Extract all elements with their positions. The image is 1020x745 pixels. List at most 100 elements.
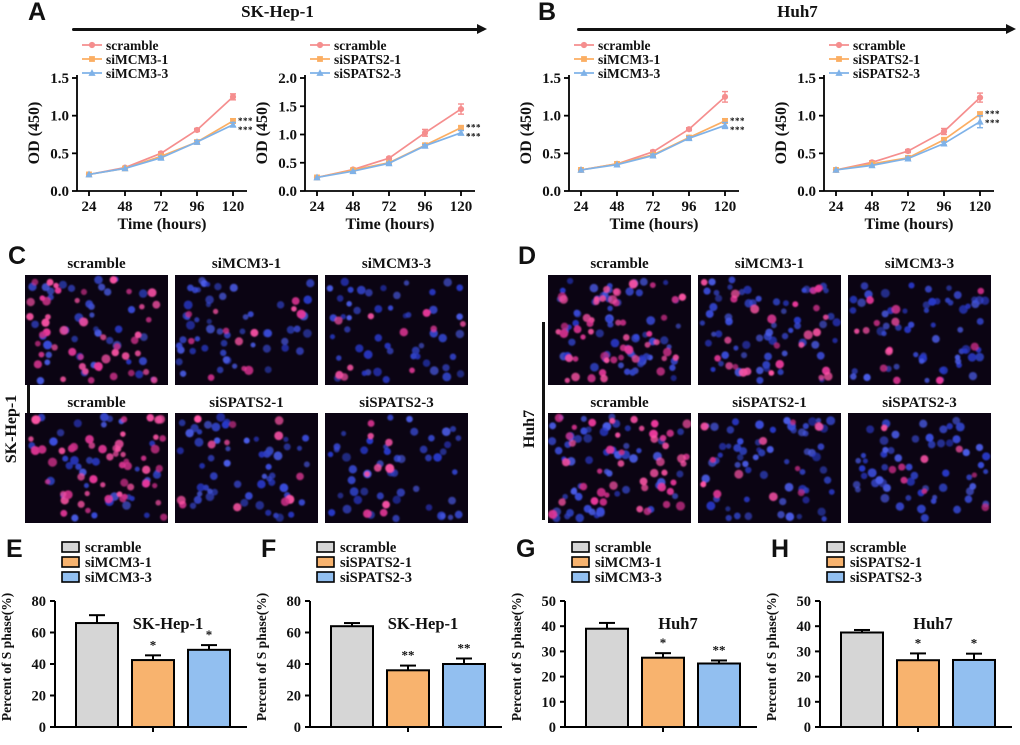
svg-text:10: 10 (542, 695, 557, 711)
svg-text:Time (hours): Time (hours) (117, 216, 206, 233)
svg-text:20: 20 (287, 689, 302, 705)
svg-text:50: 50 (542, 594, 557, 610)
svg-text:*: * (971, 636, 978, 651)
svg-text:50: 50 (797, 594, 812, 610)
svg-text:***: *** (466, 132, 481, 142)
panel-b-span-line (577, 24, 1016, 34)
svg-text:40: 40 (542, 619, 557, 635)
svg-text:20: 20 (797, 670, 812, 686)
line-chart-skhep1-sispats2: 0.0 0.5 1.0 1.5 2.0 24 48 72 96 120 Time (hours) OD… (254, 38, 481, 233)
image-label: siMCM3-3 (361, 256, 432, 272)
svg-text:scramble: scramble (85, 540, 142, 556)
svg-text:24: 24 (82, 199, 98, 215)
svg-text:24: 24 (829, 199, 845, 215)
svg-text:72: 72 (382, 199, 397, 215)
svg-text:0.0: 0.0 (50, 184, 69, 200)
svg-text:120: 120 (222, 199, 245, 215)
arrow-head-icon (1006, 24, 1016, 34)
image-label: siMCM3-1 (211, 256, 282, 272)
svg-text:OD (450): OD (450) (518, 102, 535, 165)
svg-text:120: 120 (969, 199, 992, 215)
panel-letter-a: A (28, 0, 47, 26)
svg-text:Huh7: Huh7 (658, 614, 697, 633)
svg-text:1.5: 1.5 (797, 71, 816, 87)
svg-text:0.5: 0.5 (50, 146, 69, 162)
svg-text:Huh7: Huh7 (913, 614, 952, 633)
bar-chart-skhep1-simcm3: 0 20 40 60 80 scramble * siMCM3-1 * siMCM3-3 SK-He… (0, 540, 247, 736)
svg-text:**: ** (402, 648, 415, 663)
svg-text:60: 60 (32, 626, 47, 642)
svg-text:siMCM3-1: siMCM3-1 (106, 52, 168, 67)
fluorescence-image (548, 275, 691, 385)
svg-text:siMCM3-3: siMCM3-3 (598, 66, 660, 81)
svg-text:Time (hours): Time (hours) (864, 216, 953, 233)
line-chart-skhep1-simcm3: 0.0 0.5 1.0 1.5 24 48 72 96 120 Time (hours) OD (4… (26, 38, 253, 233)
svg-text:Percent of S phase(%): Percent of S phase(%) (765, 593, 779, 721)
svg-text:120: 120 (450, 199, 473, 215)
svg-text:siMCM3-3: siMCM3-3 (85, 570, 152, 586)
image-label: siSPATS2-1 (209, 395, 284, 411)
svg-text:SK-Hep-1: SK-Hep-1 (388, 614, 459, 633)
svg-text:0.5: 0.5 (278, 156, 297, 172)
svg-text:0.0: 0.0 (797, 184, 816, 200)
panel-letter-c: C (8, 242, 27, 270)
svg-text:80: 80 (287, 594, 302, 610)
panel-d-bracket-line (542, 322, 545, 520)
fluorescence-image (175, 413, 318, 523)
panel-letter-e: E (6, 535, 23, 563)
bar-chart-huh7-sispats2: 0 10 20 30 40 50 scramble * siSPATS2-1 * siSPATS2-… (765, 540, 1012, 736)
svg-text:*: * (660, 635, 667, 650)
svg-text:***: *** (238, 116, 253, 126)
svg-text:scramble: scramble (106, 38, 158, 53)
svg-text:*: * (206, 627, 213, 642)
svg-text:48: 48 (865, 199, 880, 215)
svg-text:***: *** (730, 125, 745, 135)
svg-text:24: 24 (310, 199, 326, 215)
svg-text:*: * (150, 637, 157, 652)
svg-text:10: 10 (797, 695, 812, 711)
svg-text:40: 40 (32, 657, 47, 673)
svg-text:0.0: 0.0 (542, 184, 561, 200)
svg-text:20: 20 (542, 670, 557, 686)
image-label: siMCM3-1 (734, 256, 805, 272)
svg-text:80: 80 (32, 594, 47, 610)
svg-text:72: 72 (154, 199, 169, 215)
svg-text:0: 0 (549, 720, 556, 736)
svg-text:**: ** (713, 642, 726, 657)
svg-text:30: 30 (542, 644, 557, 660)
fluorescence-image (325, 275, 468, 385)
svg-text:48: 48 (610, 199, 625, 215)
svg-text:siSPATS2-1: siSPATS2-1 (853, 52, 920, 67)
svg-text:OD (450): OD (450) (254, 102, 271, 165)
svg-text:0: 0 (804, 720, 811, 736)
image-label: scramble (67, 395, 126, 411)
svg-text:40: 40 (287, 657, 302, 673)
svg-text:1.5: 1.5 (278, 99, 297, 115)
svg-text:scramble: scramble (598, 38, 650, 53)
svg-text:120: 120 (714, 199, 737, 215)
svg-text:1.5: 1.5 (50, 71, 69, 87)
svg-text:***: *** (730, 116, 745, 126)
panel-a-title: SK-Hep-1 (241, 2, 314, 21)
fluorescence-image (548, 413, 691, 523)
image-label: siSPATS2-3 (359, 395, 434, 411)
svg-text:96: 96 (937, 199, 953, 215)
svg-text:siSPATS2-3: siSPATS2-3 (340, 570, 412, 586)
svg-text:siMCM3-1: siMCM3-1 (595, 555, 662, 571)
svg-text:Time (hours): Time (hours) (345, 216, 434, 233)
svg-text:Time (hours): Time (hours) (609, 216, 698, 233)
svg-text:0.5: 0.5 (797, 146, 816, 162)
svg-text:40: 40 (797, 619, 812, 635)
svg-text:scramble: scramble (853, 38, 905, 53)
fluorescence-image (698, 275, 841, 385)
svg-text:siSPATS2-1: siSPATS2-1 (340, 555, 412, 571)
image-label: scramble (590, 256, 649, 272)
svg-text:siMCM3-1: siMCM3-1 (85, 555, 152, 571)
svg-text:*: * (915, 635, 922, 650)
panel-letter-h: H (771, 535, 790, 563)
svg-text:scramble: scramble (334, 38, 386, 53)
svg-text:1.0: 1.0 (50, 109, 69, 125)
svg-text:OD (450): OD (450) (26, 102, 43, 165)
svg-text:1.0: 1.0 (278, 128, 297, 144)
svg-text:0.0: 0.0 (278, 184, 297, 200)
